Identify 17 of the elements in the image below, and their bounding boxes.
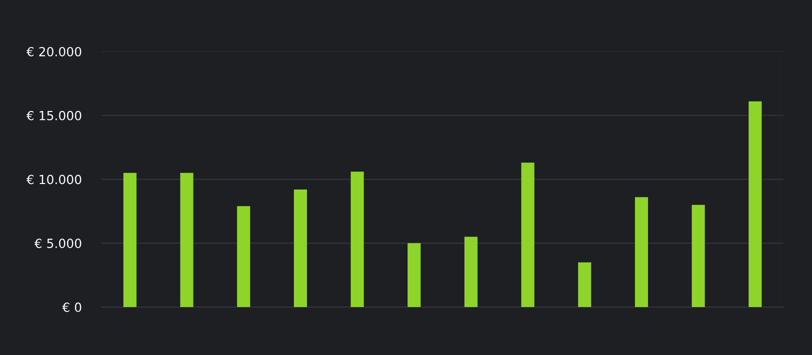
bar xyxy=(123,172,136,308)
bar xyxy=(578,262,592,308)
bar xyxy=(634,197,648,308)
bar xyxy=(294,190,307,308)
bar xyxy=(692,204,705,308)
y-tick-label: € 5.000 xyxy=(34,238,82,248)
bar xyxy=(464,236,478,308)
bar xyxy=(350,172,364,308)
bar xyxy=(521,162,534,308)
y-tick-label: € 10.000 xyxy=(26,174,82,184)
y-tick-label: € 20.000 xyxy=(26,46,82,56)
bar xyxy=(408,243,421,308)
y-tick-label: € 0 xyxy=(62,302,82,312)
bar xyxy=(237,206,250,308)
bar xyxy=(180,172,194,308)
bar xyxy=(748,101,762,308)
y-tick-label: € 15.000 xyxy=(26,110,82,120)
